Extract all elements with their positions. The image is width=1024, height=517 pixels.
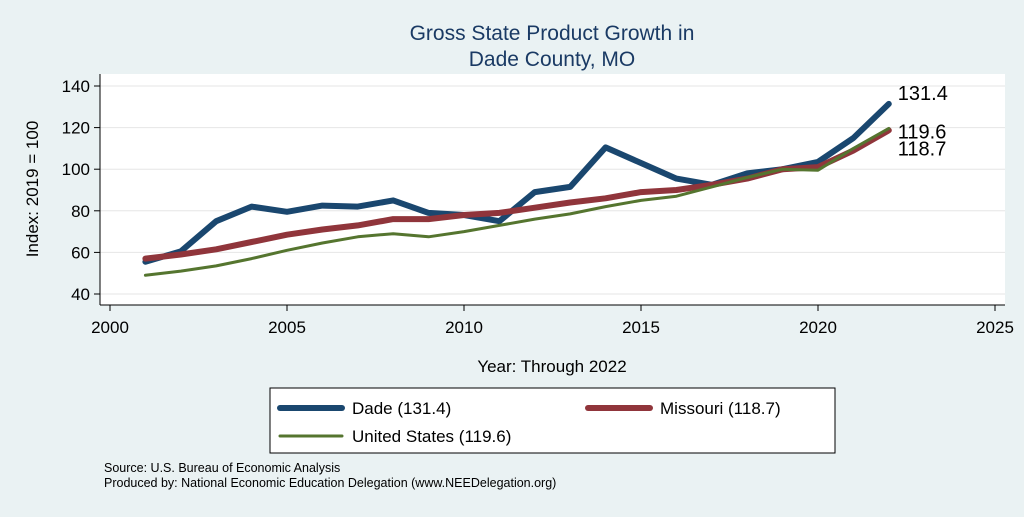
axes: 40 60 80 100 120 140 2000 2005 2010 2015 2020 2025 — [62, 74, 1014, 337]
x-tick-label: 2000 — [91, 318, 129, 337]
y-tick-label: 100 — [62, 160, 90, 179]
gridlines — [100, 85, 1005, 295]
chart-subtitle: Dade County, MO — [469, 48, 636, 71]
x-tick-label: 2010 — [445, 318, 483, 337]
legend-label-missouri: Missouri (118.7) — [660, 399, 781, 418]
produced-by-note: Produced by: National Economic Education… — [104, 476, 556, 490]
legend-label-united-states: United States (119.6) — [352, 427, 511, 446]
y-tick-label: 60 — [71, 243, 90, 262]
y-axis-title: Index: 2019 = 100 — [23, 121, 42, 258]
source-note: Source: U.S. Bureau of Economic Analysis — [104, 461, 340, 475]
y-tick-label: 120 — [62, 119, 90, 138]
series-line-united-states — [143, 126, 891, 277]
end-label-dade: 131.4 — [898, 83, 948, 105]
y-tick-label: 80 — [71, 202, 90, 221]
series-lines — [142, 100, 892, 277]
chart-title: Gross State Product Growth in — [410, 22, 695, 45]
x-tick-label: 2020 — [799, 318, 837, 337]
end-label-united-states: 119.6 — [898, 121, 947, 143]
legend-label-dade: Dade (131.4) — [352, 399, 451, 418]
x-tick-label: 2025 — [976, 318, 1014, 337]
legend: Dade (131.4) Missouri (118.7) United State… — [277, 399, 781, 446]
y-tick-label: 140 — [62, 77, 90, 96]
legend-box — [269, 387, 836, 454]
x-tick-label: 2005 — [268, 318, 306, 337]
x-tick-label: 2015 — [622, 318, 660, 337]
x-axis-title: Year: Through 2022 — [477, 357, 626, 376]
y-tick-label: 40 — [71, 285, 90, 304]
end-label-missouri: 118.7 — [898, 138, 947, 160]
